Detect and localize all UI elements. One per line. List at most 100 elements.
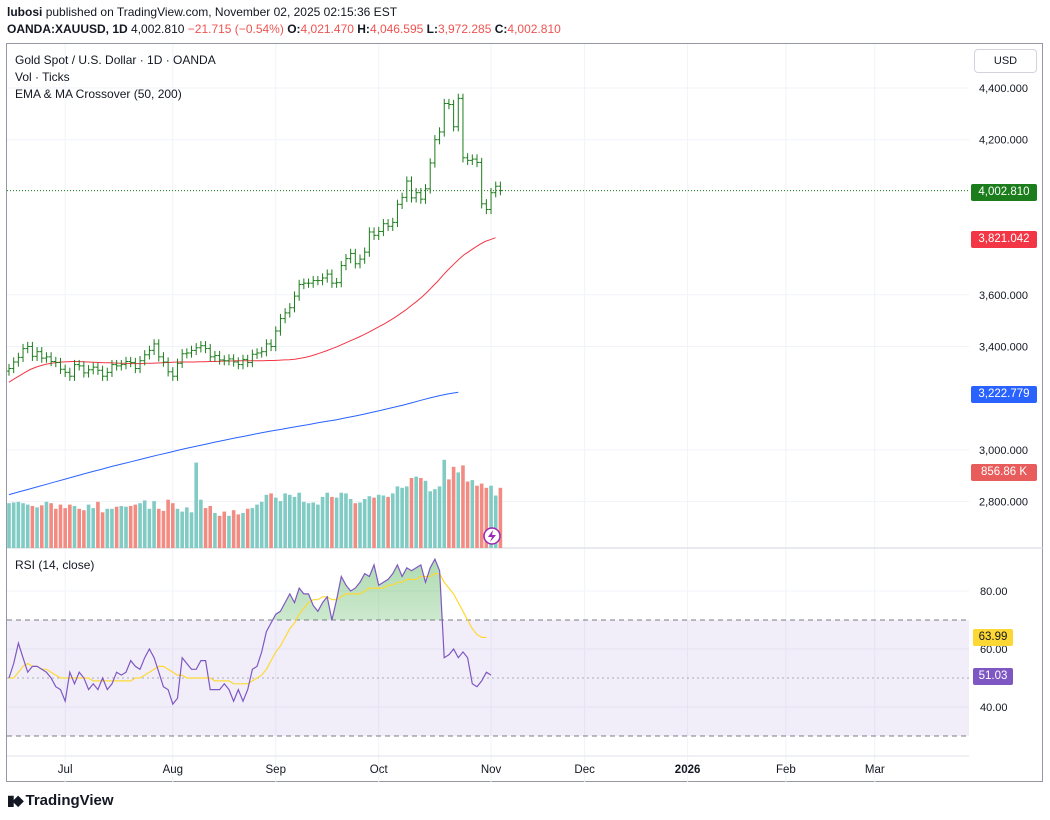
volume-bar <box>175 508 180 548</box>
volume-bar <box>171 503 175 548</box>
volume-bar <box>311 502 315 548</box>
ma200-line <box>8 391 459 496</box>
price-change: −21.715 (−0.54%) <box>187 22 284 36</box>
ohlc-bar <box>77 359 82 371</box>
currency-button[interactable]: USD <box>974 49 1037 73</box>
time-tick-label: Sep <box>266 764 286 776</box>
ohlc-bar <box>194 343 199 356</box>
volume-bar <box>25 504 30 548</box>
ohlc-bar <box>39 347 44 363</box>
open-value: 4,021.470 <box>300 22 354 36</box>
ohlc-bar <box>470 154 475 166</box>
ohlc-bar <box>58 357 63 374</box>
high-label: H: <box>357 22 370 36</box>
price-tick-label: 4,400.000 <box>979 83 1028 95</box>
legend-title[interactable]: Gold Spot / U.S. Dollar · 1D · OANDA <box>15 53 216 67</box>
volume-bar <box>479 483 484 548</box>
volume-bars <box>7 459 503 548</box>
legend-ema-ma[interactable]: EMA & MA Crossover (50, 200) <box>15 87 182 101</box>
rsi-ma-line <box>9 572 487 685</box>
volume-bar <box>250 508 255 548</box>
time-tick-label: Feb <box>776 764 796 776</box>
ohlc-bar <box>287 303 292 318</box>
volume-bar <box>269 493 273 548</box>
ohlc-bar <box>208 343 213 362</box>
volume-bar <box>72 506 77 548</box>
ohlc-bar <box>11 357 16 374</box>
volume-bar <box>110 508 114 548</box>
ohlc-bar <box>353 248 358 269</box>
time-tick-label: Jul <box>58 764 73 776</box>
ohlc-bar <box>53 356 58 368</box>
volume-bar <box>273 497 278 548</box>
ohlc-bar <box>179 349 185 368</box>
volume-bar <box>100 512 105 548</box>
logo-text: TradingView <box>25 792 114 809</box>
ohlc-bar <box>91 362 96 375</box>
volume-bar <box>325 492 330 548</box>
symbol-label: OANDA:XAUUSD, 1D <box>7 22 128 36</box>
price-tick-label: 3,000.000 <box>979 445 1028 457</box>
volume-bar <box>30 506 35 548</box>
ohlc-bar <box>325 269 330 283</box>
ohlc-bar <box>334 277 339 288</box>
volume-bar <box>348 499 353 548</box>
price-tick-label: 4,200.000 <box>979 135 1028 147</box>
volume-bar <box>147 508 152 548</box>
ohlc-bar <box>86 365 91 378</box>
ohlc-bar <box>409 176 414 203</box>
volume-bar <box>437 486 442 548</box>
volume-bar <box>306 503 311 548</box>
volume-bar <box>199 499 203 548</box>
ohlc-bar <box>315 275 321 286</box>
ohlc-bar <box>67 367 73 381</box>
ohlc-bar <box>48 352 54 367</box>
ohlc-bar <box>413 188 419 203</box>
volume-bar <box>419 478 423 548</box>
price-tick-label: 2,800.000 <box>979 497 1028 509</box>
volume-bar <box>128 506 133 548</box>
volume-bar <box>217 515 222 548</box>
volume-bar <box>21 503 25 548</box>
volume-bar <box>133 504 138 548</box>
volume-bar <box>470 480 475 548</box>
volume-bar <box>189 512 194 548</box>
volume-bar <box>344 493 348 548</box>
ohlc-bar <box>81 361 87 378</box>
ohlc-bar <box>423 184 428 204</box>
volume-bar <box>302 501 306 548</box>
tradingview-logo[interactable]: ▮◆ TradingView <box>7 792 114 809</box>
rsi-pane <box>7 557 969 737</box>
ohlc-bar <box>231 354 236 367</box>
volume-bar <box>156 508 161 548</box>
publish-info: lubosi published on TradingView.com, Nov… <box>7 5 397 19</box>
volume-bar <box>400 487 404 548</box>
ohlc-bar <box>292 291 297 313</box>
volume-bar <box>49 503 53 548</box>
legend-rsi[interactable]: RSI (14, close) <box>15 558 95 572</box>
time-tick-label: 2026 <box>675 764 701 776</box>
author-name[interactable]: lubosi <box>7 5 43 19</box>
ohlc-bar <box>217 350 222 365</box>
legend-volume[interactable]: Vol · Ticks <box>15 70 70 84</box>
volume-bar <box>203 508 208 548</box>
last-price: 4,002.810 <box>131 22 185 36</box>
ohlc-bar <box>395 199 400 228</box>
volume-bar <box>372 497 376 548</box>
volume-bar <box>358 502 362 548</box>
volume-bar <box>86 504 91 548</box>
volume-bar <box>231 510 236 548</box>
ohlc-bar <box>165 357 171 377</box>
ohlc-bar <box>95 362 101 375</box>
ohlc-bar <box>460 93 466 163</box>
close-value: 4,002.810 <box>507 22 561 36</box>
tradingview-logo-icon: ▮◆ <box>7 792 24 808</box>
rsi-tick-label: 40.00 <box>980 702 1008 714</box>
ohlc-bar <box>30 341 35 361</box>
ohlc-bar <box>456 93 461 132</box>
volume-bar <box>44 501 49 548</box>
volume-bar <box>367 496 372 548</box>
ohlc-bar <box>142 350 147 366</box>
chart-frame <box>6 43 1043 782</box>
